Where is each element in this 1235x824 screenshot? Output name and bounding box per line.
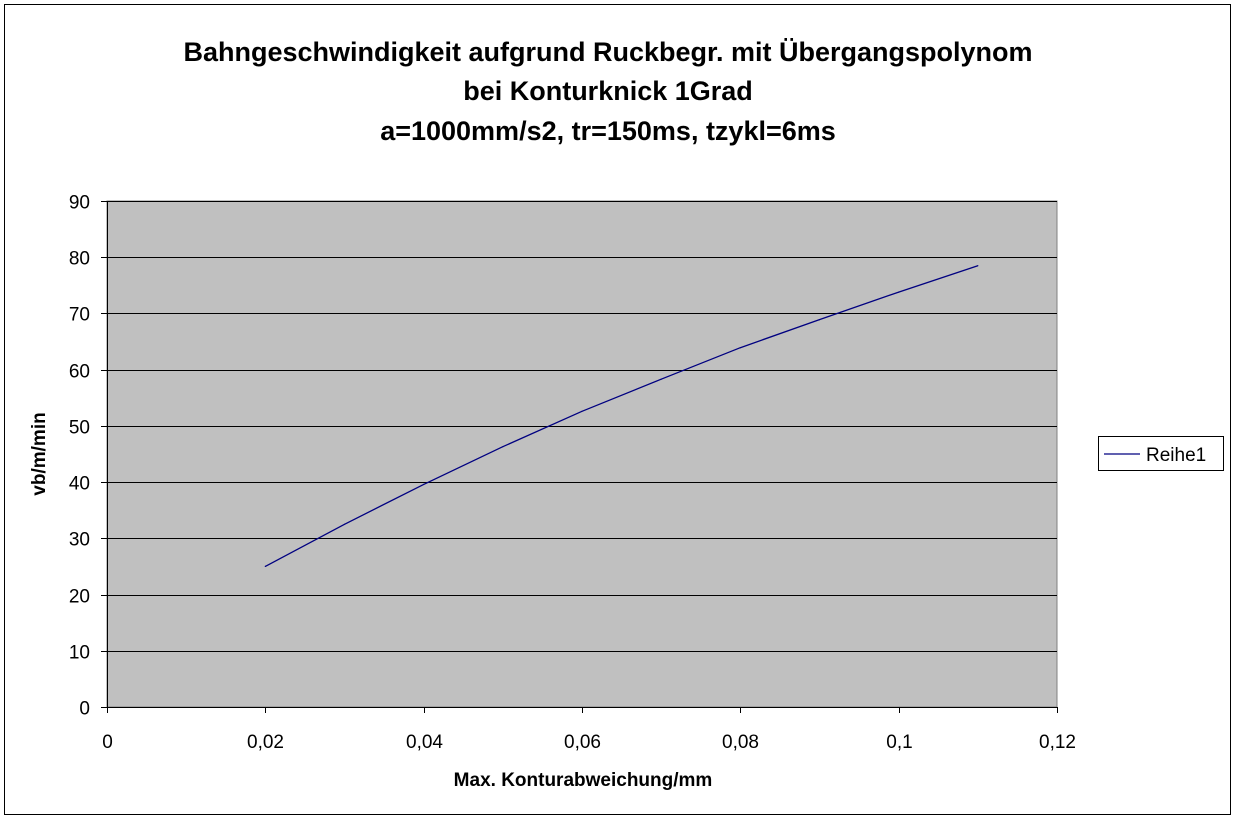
x-tick-label: 0 xyxy=(102,732,113,753)
plot-area xyxy=(106,200,1058,708)
x-tick-label: 0,1 xyxy=(886,732,912,753)
y-tick-label: 40 xyxy=(69,474,90,495)
y-tick-label: 20 xyxy=(69,587,90,608)
data-point xyxy=(423,483,425,485)
y-tick-labels: 0 10 20 30 40 50 60 70 80 90 xyxy=(69,193,90,720)
gridlines xyxy=(107,201,1057,652)
y-tick-label: 70 xyxy=(69,305,90,326)
chart-title-line-1: Bahngeschwindigkeit aufgrund Ruckbegr. m… xyxy=(183,37,1032,67)
legend-label-reihe1: Reihe1 xyxy=(1146,445,1206,466)
x-axis-title: Max. Konturabweichung/mm xyxy=(454,770,713,791)
y-tick-label: 80 xyxy=(69,249,90,270)
y-tick-label: 10 xyxy=(69,643,90,664)
x-tick-label: 0,04 xyxy=(406,732,443,753)
y-tick-label: 50 xyxy=(69,418,90,439)
chart-title-line-3: a=1000mm/s2, tr=150ms, tzykl=6ms xyxy=(380,116,836,146)
data-point xyxy=(343,523,346,525)
x-tick-label: 0,08 xyxy=(722,732,759,753)
x-tick-labels: 0 0,02 0,04 0,06 0,08 0,1 0,12 xyxy=(102,732,1076,753)
series-layer xyxy=(264,265,979,568)
x-tick-label: 0,02 xyxy=(247,732,284,753)
x-tick-label: 0,12 xyxy=(1039,732,1076,753)
data-point xyxy=(264,565,266,568)
data-point xyxy=(977,265,979,267)
legend: Reihe1 xyxy=(1098,436,1224,471)
y-tick-label: 60 xyxy=(69,362,90,383)
data-point xyxy=(739,347,741,349)
data-point xyxy=(660,378,662,380)
series-line-reihe1 xyxy=(264,265,979,567)
y-tick-label: 30 xyxy=(69,530,90,551)
data-point xyxy=(898,291,900,293)
data-point xyxy=(818,319,821,321)
axes xyxy=(101,201,1058,713)
y-tick-label: 0 xyxy=(79,699,90,720)
x-tick-label: 0,06 xyxy=(564,732,601,753)
data-point xyxy=(502,446,504,448)
data-point xyxy=(581,410,583,412)
y-tick-label: 90 xyxy=(69,193,90,214)
y-axis-title: vb/m/min xyxy=(29,412,50,495)
chart-title-line-2: bei Konturknick 1Grad xyxy=(463,76,753,106)
